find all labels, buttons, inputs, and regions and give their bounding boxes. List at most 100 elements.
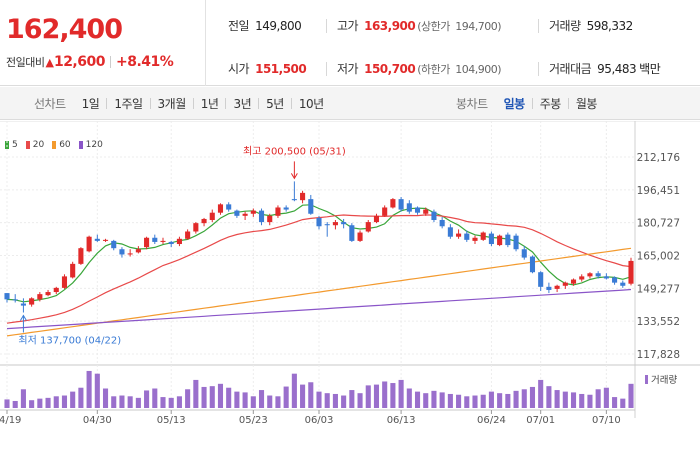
volume-bar	[603, 387, 609, 408]
change-percent: +8.41%	[115, 54, 174, 70]
candle-body	[538, 272, 544, 287]
candle-body	[464, 233, 470, 240]
x-tick-label: 04/30	[83, 415, 112, 426]
candle-body	[513, 235, 519, 250]
candle-body	[111, 240, 117, 249]
volume-bar	[152, 388, 158, 408]
high-arrow-head	[290, 173, 298, 180]
x-tick-label: 07/10	[592, 415, 621, 426]
volume-bar	[488, 391, 494, 408]
candle-body	[414, 207, 421, 213]
x-tick-label: 07/01	[526, 415, 555, 426]
volume-bar	[316, 391, 322, 408]
stat-prev-close: 전일 149,800	[228, 17, 302, 34]
volume-bar	[234, 391, 240, 408]
stat-value: 598,332	[586, 19, 634, 33]
volume-bar	[357, 393, 363, 408]
candle-body	[308, 199, 314, 214]
volume-bar	[193, 379, 199, 408]
volume-bars: 거래량	[4, 370, 677, 408]
candle-body	[398, 199, 404, 210]
volume-bar	[20, 389, 26, 408]
candle-body	[546, 286, 552, 290]
candle-body	[423, 209, 429, 214]
candle-body	[349, 225, 355, 241]
legend-swatch	[78, 141, 83, 149]
volume-bar	[4, 399, 10, 408]
volume-bar	[595, 389, 601, 408]
price-box: 162,400 전일대비 ▲ 12,600 +8.41%	[0, 0, 206, 86]
option-divider	[531, 98, 533, 109]
candle-body	[53, 287, 59, 293]
candle-body	[250, 210, 256, 214]
stat-label: 저가	[337, 62, 359, 76]
period-10y-button[interactable]: 10년	[298, 97, 324, 111]
stat-unit: 백만	[639, 62, 661, 76]
volume-bar	[398, 379, 404, 408]
limit-label: (상한가	[417, 20, 450, 33]
volume-bar	[29, 400, 35, 408]
candle-body	[275, 207, 281, 216]
volume-label: 거래량	[651, 374, 677, 386]
period-5y-button[interactable]: 5년	[266, 97, 284, 111]
volume-bar	[37, 398, 43, 408]
volume-bar	[291, 373, 297, 408]
volume-bar	[94, 373, 100, 408]
candle-body	[587, 273, 593, 277]
candle-body	[209, 212, 215, 221]
candle-body	[620, 282, 626, 286]
volume-bar	[341, 395, 347, 408]
candle-body	[78, 248, 84, 264]
period-3m-button[interactable]: 3개월	[157, 97, 187, 111]
volume-bar	[382, 381, 388, 408]
candle-body	[20, 303, 26, 306]
period-3y-button[interactable]: 3년	[233, 97, 252, 111]
x-tick-label: 05/23	[239, 415, 268, 426]
candle-body	[562, 282, 568, 286]
period-1w-button[interactable]: 1주일	[114, 97, 143, 111]
limit-value: 104,900)	[455, 63, 502, 76]
volume-bar	[505, 393, 511, 408]
volume-bar	[283, 386, 289, 408]
volume-bar	[472, 395, 478, 408]
volume-bar	[628, 383, 634, 408]
stat-value: 150,700	[364, 62, 416, 76]
volume-bar	[102, 388, 109, 408]
volume-bar	[45, 397, 51, 408]
stat-divider	[326, 62, 327, 76]
candle-daily-button[interactable]: 일봉	[503, 97, 526, 111]
low-arrow-head	[19, 314, 27, 321]
chart-period-bar: 선차트 1일 1주일 3개월 1년 3년 5년 10년 봉차트 일봉 주봉 월봉	[0, 87, 700, 120]
volume-bar	[135, 397, 141, 408]
x-tick-label: 06/24	[477, 415, 506, 426]
legend-swatch	[52, 141, 57, 149]
candle-body	[447, 227, 453, 237]
candle-body	[529, 256, 536, 273]
volume-bar	[612, 397, 618, 408]
volume-bar	[513, 390, 519, 408]
candle-body	[505, 234, 511, 246]
candle-body	[201, 218, 207, 224]
volume-bar	[620, 398, 626, 408]
stat-open: 시가 151,500	[228, 60, 307, 77]
candle-body	[160, 240, 166, 242]
volume-bar	[538, 379, 544, 408]
stat-low: 저가 150,700 (하한가 104,900)	[337, 60, 502, 77]
y-tick-label: 180,727	[637, 218, 680, 230]
candle-body	[439, 220, 445, 227]
volume-bar	[144, 390, 150, 408]
volume-bar	[587, 394, 593, 408]
stock-candlestick-chart[interactable]: 거래량 212,176 196,451 180,727 165,002 149,277 1…	[0, 121, 700, 450]
candle-body	[242, 213, 248, 216]
period-1y-button[interactable]: 1년	[200, 97, 219, 111]
candle-weekly-button[interactable]: 주봉	[539, 97, 562, 111]
volume-bar	[275, 396, 281, 408]
candle-body	[45, 292, 51, 296]
candle-body	[341, 222, 347, 225]
stat-divider	[538, 19, 539, 33]
option-divider	[567, 98, 569, 109]
volume-bar	[497, 393, 503, 408]
candle-monthly-button[interactable]: 월봉	[575, 97, 598, 111]
legend-ma60: 60	[52, 140, 71, 150]
period-1d-button[interactable]: 1일	[81, 97, 100, 111]
